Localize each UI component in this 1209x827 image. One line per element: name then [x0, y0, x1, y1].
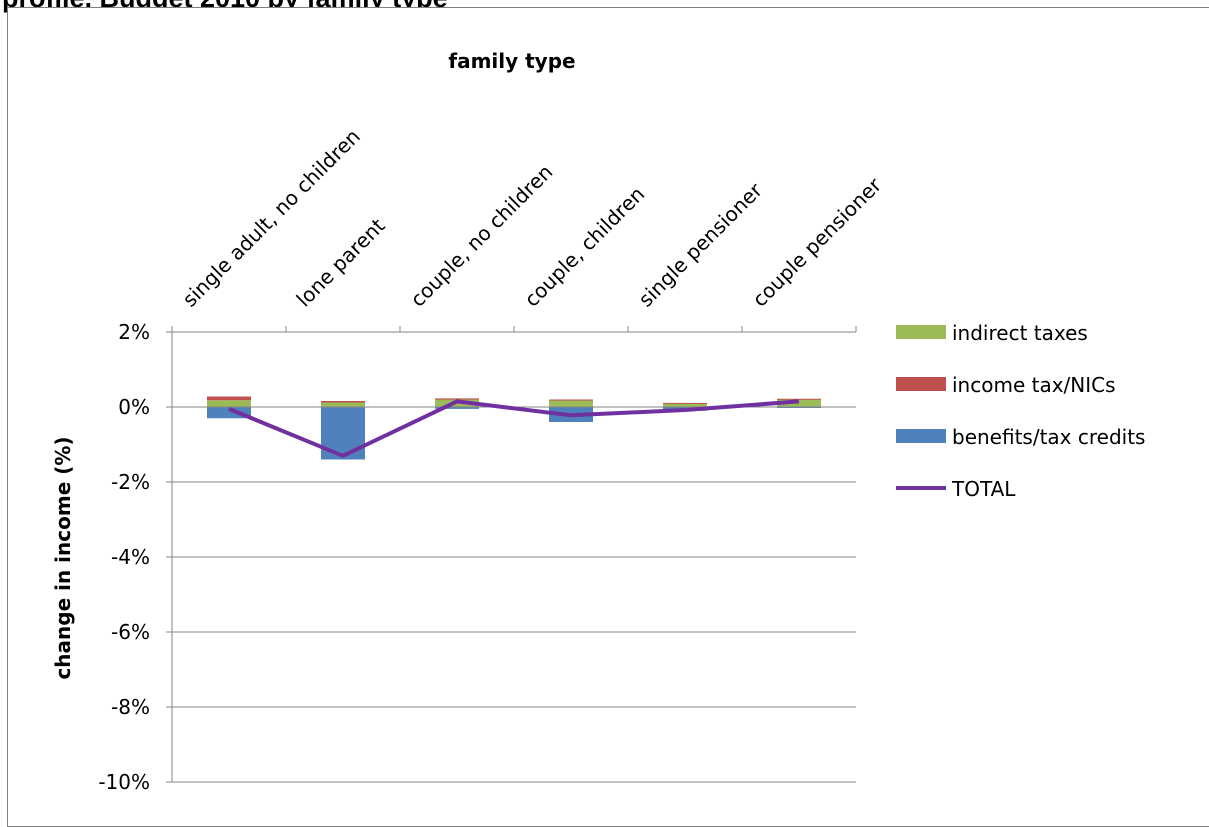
bar-indirect-taxes	[663, 403, 707, 407]
legend-swatch	[896, 325, 946, 339]
bar-income-tax-nics	[321, 401, 365, 403]
legend-label: income tax/NICs	[952, 373, 1116, 397]
x-tick-label: couple pensioner	[748, 172, 887, 311]
y-axis-label: change in income (%)	[51, 436, 75, 679]
bar-income-tax-nics	[435, 398, 479, 400]
y-tick-label: 0%	[118, 395, 150, 419]
y-tick-label: -2%	[111, 470, 150, 494]
legend-label: indirect taxes	[952, 321, 1088, 345]
bar-benefits-tax-credits	[207, 407, 251, 419]
y-tick-label: -4%	[111, 545, 150, 569]
bar-indirect-taxes	[321, 402, 365, 407]
total-line	[228, 399, 800, 458]
x-tick-label: single adult, no children	[178, 124, 365, 311]
bar-income-tax-nics	[207, 396, 251, 401]
y-tick-label: -10%	[98, 770, 150, 794]
x-tick-label: lone parent	[292, 213, 390, 311]
stacked-bar-chart: 2% 0% -2% -4% -6% -8% -10% single adult, no ch…	[51, 49, 1145, 794]
legend-label: benefits/tax credits	[952, 425, 1145, 449]
chart-title: family type	[448, 49, 575, 73]
bar-income-tax-nics	[777, 398, 821, 400]
gridlines	[166, 331, 856, 783]
y-tick-label: -6%	[111, 620, 150, 644]
x-tick-label: single pensioner	[634, 178, 768, 312]
legend-label: TOTAL	[951, 477, 1016, 501]
y-tick-label: -8%	[111, 695, 150, 719]
total-series-line	[228, 399, 800, 458]
bar-income-tax-nics	[663, 402, 707, 404]
x-tick-label: couple, children	[520, 182, 650, 312]
bar-indirect-taxes	[549, 400, 593, 407]
y-tick-labels: 2% 0% -2% -4% -6% -8% -10%	[98, 320, 150, 794]
bar-income-tax-nics	[549, 399, 593, 401]
axes	[171, 326, 857, 782]
legend: indirect taxes income tax/NICs benefits/ta…	[896, 321, 1145, 501]
legend-swatch	[896, 377, 946, 391]
bar-indirect-taxes	[207, 400, 251, 407]
legend-swatch	[896, 429, 946, 443]
y-tick-label: 2%	[118, 320, 150, 344]
bar-benefits-tax-credits	[435, 407, 479, 409]
